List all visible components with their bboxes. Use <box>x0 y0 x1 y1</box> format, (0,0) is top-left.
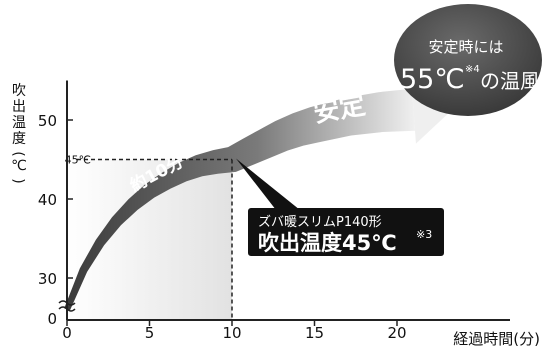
y-label-char: 吹 <box>12 83 26 99</box>
y-label-char: ℃ <box>11 158 27 174</box>
x-tick-label-0: 0 <box>62 324 72 342</box>
y-label-char: 出 <box>12 99 26 115</box>
y-tick-label-40: 40 <box>38 191 57 209</box>
x-tick-label-5: 5 <box>145 324 155 342</box>
callout-box <box>248 208 444 256</box>
callout-temperature: 吹出温度45℃ <box>258 231 397 255</box>
bubble-temperature: 55℃ <box>400 64 465 95</box>
x-tick-label-10: 10 <box>222 324 241 342</box>
y-label-char: ) <box>10 178 26 183</box>
axis-break-icon <box>58 300 76 312</box>
callout-pointer <box>236 158 300 210</box>
y-tick-label-50: 50 <box>38 112 57 130</box>
stable-temperature-bubble <box>394 4 542 116</box>
callout-model-name: ズバ暖スリムP140形 <box>258 214 382 230</box>
x-tick-label-20: 20 <box>387 324 406 342</box>
bubble-footnote: ※4 <box>465 64 480 75</box>
y-label-char: 度 <box>12 131 26 147</box>
bubble-line1: 安定時には <box>428 38 503 56</box>
y-label-char: 温 <box>12 115 26 131</box>
y-origin-label: 0 <box>47 310 57 328</box>
bubble-warm-air: の温風 <box>480 69 540 93</box>
temperature-curve-arrow <box>64 88 415 311</box>
y-tick-label-30: 30 <box>38 270 57 288</box>
reference-y-label: 45℃ <box>65 154 91 167</box>
y-axis-label: 吹出温度 ( ℃) <box>10 83 27 184</box>
x-axis-label: 経過時間(分) <box>453 330 540 348</box>
y-label-char: ( <box>10 151 26 156</box>
callout-footnote: ※3 <box>416 228 432 241</box>
axis-ticks: 0 5 10 15 20 30 40 50 0 <box>38 112 407 342</box>
x-tick-label-15: 15 <box>305 324 324 342</box>
